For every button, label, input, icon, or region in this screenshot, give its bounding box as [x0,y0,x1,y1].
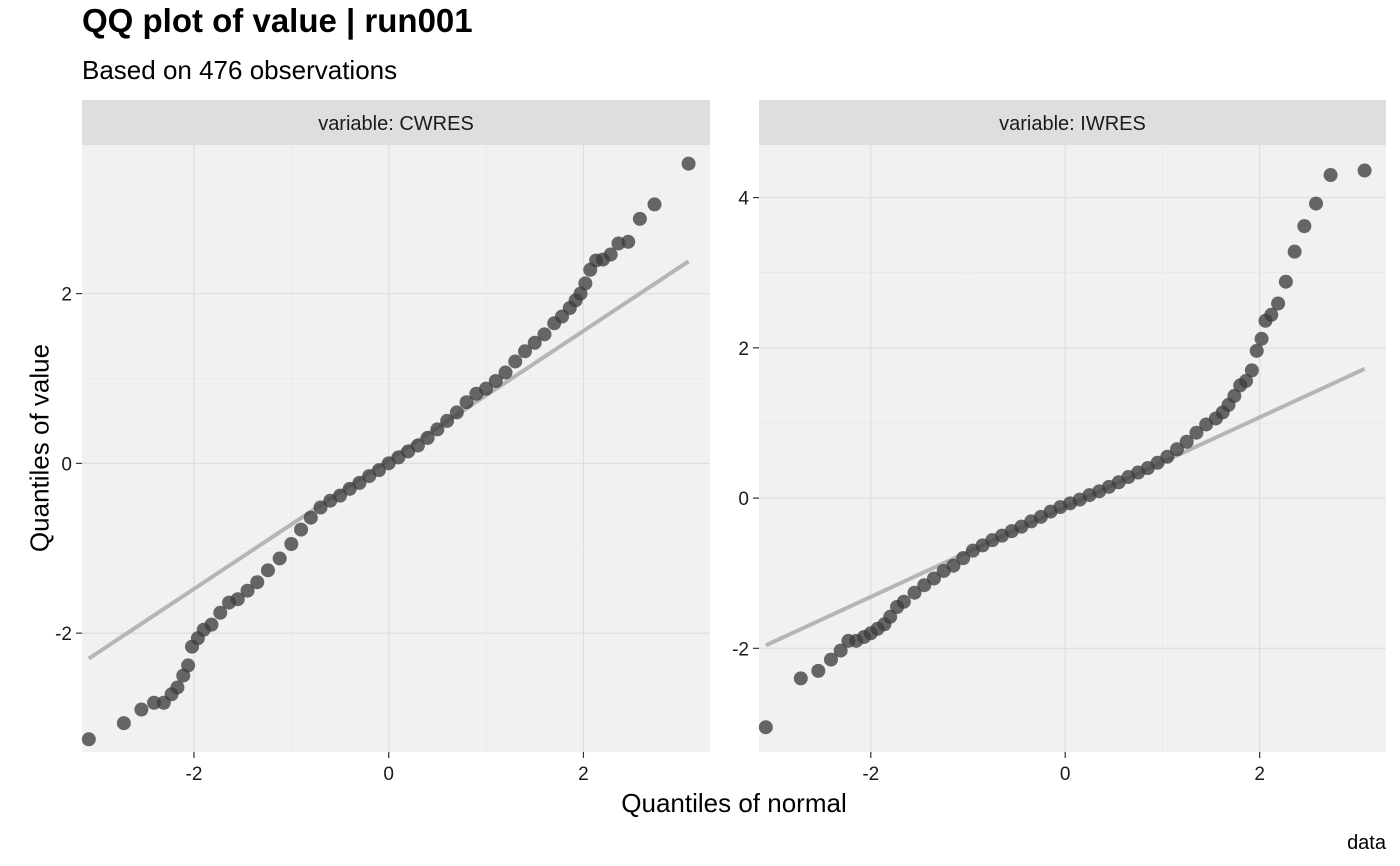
y-tick-label: 4 [738,189,749,210]
data-point [681,156,696,171]
x-tick-label: -2 [186,764,203,785]
data-point [917,578,932,593]
y-tick-label: 2 [61,285,72,306]
data-point [1264,307,1279,322]
data-point [134,702,149,717]
panel-background [759,145,1386,752]
data-point [459,395,474,410]
data-point [213,605,228,620]
data-point [883,609,898,624]
x-tick-label: -2 [862,764,879,785]
data-point [1239,373,1254,388]
data-point [294,522,309,537]
facet-strip [82,100,710,145]
data-point [1357,163,1372,178]
data-point [313,500,328,515]
data-point [647,197,662,212]
data-point [946,558,961,573]
y-tick-label: -2 [55,624,72,645]
data-point [449,405,464,420]
data-point [578,276,593,291]
data-point [333,488,348,503]
data-point [230,592,245,607]
y-tick-label: -2 [732,639,749,660]
data-point [896,594,911,609]
y-tick-label: 0 [61,454,72,475]
data-point [479,381,494,396]
data-point [1179,434,1194,449]
data-point [116,716,131,731]
data-point [823,652,838,667]
data-point [603,247,618,262]
x-tick-label: 0 [383,764,394,785]
facet-strip-label: variable: IWRES [999,113,1146,135]
y-tick-label: 2 [738,339,749,360]
x-axis-title: Quantiles of normal [621,788,847,818]
data-point [907,585,922,600]
plot-subtitle: Based on 476 observations [82,55,398,85]
y-axis-title: Quantiles of value [24,343,55,553]
data-point [303,510,318,525]
data-point [1170,442,1184,457]
data-point [1189,425,1204,440]
x-tick-label: 2 [578,764,589,785]
data-point [621,234,636,249]
y-tick-label: 0 [738,489,749,510]
data-point [181,658,196,673]
data-point [1244,363,1259,378]
data-point [488,374,503,389]
data-point [632,211,647,226]
data-point [498,365,513,380]
data-point [527,335,542,350]
data-point [204,617,219,632]
data-point [260,563,275,578]
data-point [410,438,425,453]
plot-caption: data [1347,832,1386,854]
data-point [250,575,265,590]
data-point [1271,296,1286,311]
data-point [537,327,552,342]
data-point [811,663,826,678]
data-point [147,695,162,710]
data-point [1160,449,1175,464]
data-point [1297,219,1312,234]
data-point [440,413,455,428]
x-tick-label: 2 [1254,764,1265,785]
data-point [272,551,287,566]
facet-strip [759,100,1386,145]
data-point [758,720,773,735]
data-point [284,537,299,552]
data-point [1227,388,1242,403]
data-point [420,430,435,445]
data-point [793,671,808,686]
data-point [240,583,255,598]
data-point [1254,331,1269,346]
data-point [1278,274,1293,289]
data-point [518,344,533,359]
data-point [833,643,848,658]
data-point [81,732,96,747]
plot-title: QQ plot of value | run001 [82,2,473,39]
data-point [508,354,523,369]
data-point [1309,196,1324,211]
data-point [352,475,367,490]
data-point [430,422,445,437]
data-point [1323,168,1338,183]
facet-strip-label: variable: CWRES [318,113,474,135]
data-point [371,463,386,478]
x-tick-label: 0 [1060,764,1071,785]
data-point [170,680,185,695]
data-point [1287,244,1302,259]
panel-background [82,145,710,752]
data-point [926,571,941,586]
data-point [956,551,971,566]
data-point [1249,343,1264,358]
